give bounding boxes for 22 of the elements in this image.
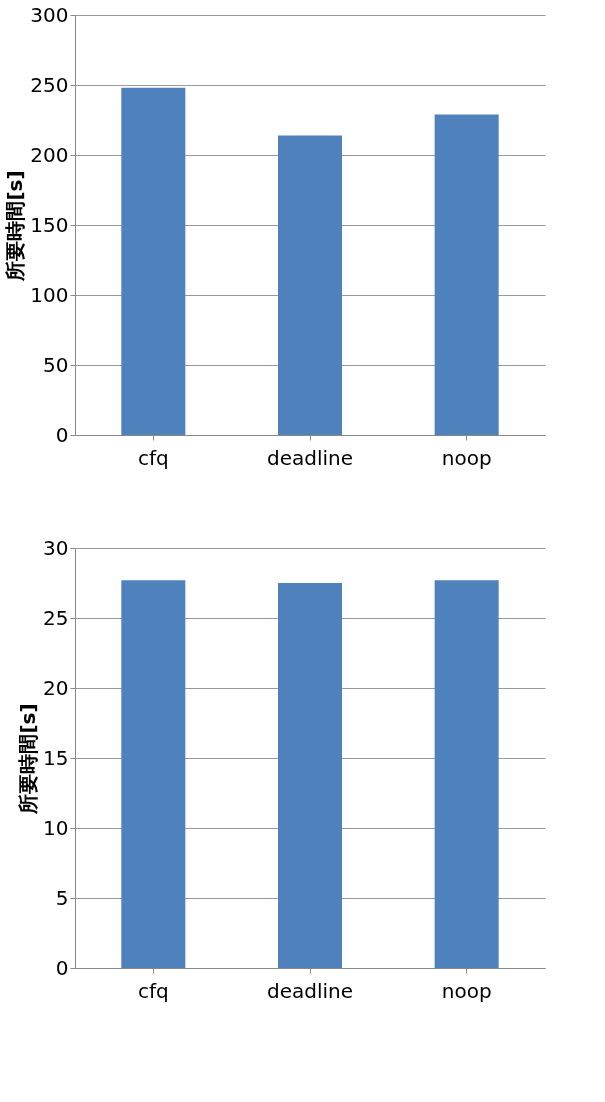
y-tick-label: 0 (55, 955, 69, 980)
y-tick-label: 50 (43, 352, 69, 377)
y-tick-label: 15 (43, 745, 69, 770)
y-tick-label: 150 (30, 212, 69, 237)
y-tick-label: 250 (30, 72, 69, 97)
y-axis-title: 所要時間[s] (16, 703, 41, 815)
y-tick-label: 300 (30, 2, 69, 27)
y-tick-label: 100 (30, 282, 69, 307)
y-tick-label: 20 (43, 675, 69, 700)
y-axis-title: 所要時間[s] (3, 170, 28, 282)
y-tick-label: 30 (43, 535, 69, 560)
x-tick-label: deadline (266, 445, 354, 470)
x-tick-label: noop (441, 978, 492, 1003)
x-tick-label: cfq (137, 978, 169, 1003)
x-tick-label: deadline (266, 978, 354, 1003)
x-tick-label: cfq (137, 445, 169, 470)
y-tick-label: 0 (55, 422, 69, 447)
y-tick-label: 10 (43, 815, 69, 840)
y-tick-label: 25 (43, 605, 69, 630)
y-tick-label: 5 (55, 885, 69, 910)
x-tick-label: noop (441, 445, 492, 470)
y-tick-label: 200 (30, 142, 69, 167)
